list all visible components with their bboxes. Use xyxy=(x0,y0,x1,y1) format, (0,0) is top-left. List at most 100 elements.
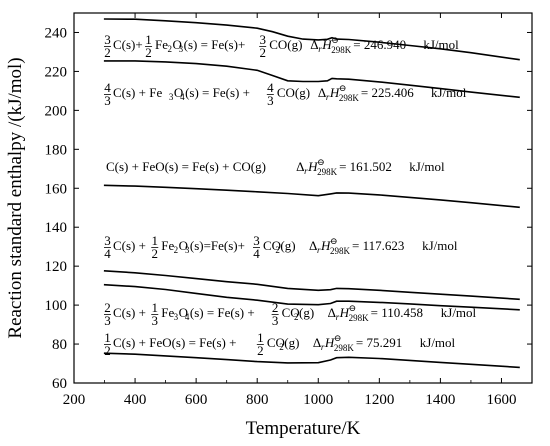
y-tick-label: 60 xyxy=(52,376,67,392)
product-text: CO(g) xyxy=(277,85,310,100)
svg-text:4: 4 xyxy=(104,80,111,95)
y-tick-label: 140 xyxy=(45,220,68,236)
standard-state-symbol: ⊖ xyxy=(334,333,342,343)
svg-text:1: 1 xyxy=(152,233,159,248)
unit-text: kJ/mol xyxy=(423,37,459,52)
coef-fraction: 12 xyxy=(151,233,159,261)
ticks-layer: 200 400 600 800 1000 1200 1400 1600608010012014… xyxy=(45,13,533,408)
svg-text:3: 3 xyxy=(104,93,111,108)
coef-fraction: 34 xyxy=(252,233,260,261)
y-axis-title: Reaction standard enthalpy /(kJ/mol) xyxy=(5,57,26,338)
enthalpy-symbol: H xyxy=(324,335,335,350)
subscript: r xyxy=(318,44,322,54)
subscript: 298K xyxy=(339,93,360,103)
product-text: (g) xyxy=(280,238,295,253)
standard-state-symbol: ⊖ xyxy=(317,157,325,167)
svg-text:3: 3 xyxy=(104,32,111,47)
enthalpy-symbol: H xyxy=(320,238,331,253)
series-line-5 xyxy=(103,283,520,311)
subscript: 2 xyxy=(294,312,299,322)
species-text: O xyxy=(174,85,183,100)
series-line-1 xyxy=(103,18,520,61)
unit-text: kJ/mol xyxy=(422,238,458,253)
reaction-text: C(s) + FeO(s) = Fe(s) + CO(g) xyxy=(106,159,266,174)
reaction-text: C(s) + FeO(s) = Fe(s) + xyxy=(113,335,236,350)
subscript: r xyxy=(321,342,325,352)
x-tick-label: 800 xyxy=(246,392,269,408)
enthalpy-value: = 117.623 xyxy=(352,238,404,253)
x-tick-label: 600 xyxy=(185,392,208,408)
coef-fraction: 34 xyxy=(104,233,111,261)
coef-fraction: 12 xyxy=(104,330,111,358)
enthalpy-value: = 246.940 xyxy=(353,37,406,52)
svg-text:2: 2 xyxy=(145,45,152,60)
svg-text:3: 3 xyxy=(267,93,274,108)
x-tick-label: 200 xyxy=(63,392,86,408)
svg-text:3: 3 xyxy=(253,233,260,248)
svg-text:4: 4 xyxy=(253,246,260,261)
y-tick-label: 240 xyxy=(45,25,68,41)
product-text: (g) xyxy=(299,305,314,320)
species-text: Fe xyxy=(155,37,168,52)
product-text: CO xyxy=(267,335,285,350)
svg-text:1: 1 xyxy=(152,300,159,315)
subscript: 2 xyxy=(167,44,172,54)
product-text: CO xyxy=(263,238,281,253)
standard-state-symbol: ⊖ xyxy=(339,83,347,93)
standard-state-symbol: ⊖ xyxy=(349,303,357,313)
delta-symbol: Δ xyxy=(328,305,336,320)
svg-text:2: 2 xyxy=(257,343,264,358)
series-line-4 xyxy=(103,270,520,301)
enthalpy-value: = 75.291 xyxy=(356,335,402,350)
svg-text:3: 3 xyxy=(104,313,111,328)
delta-symbol: Δ xyxy=(310,37,318,52)
delta-symbol: Δ xyxy=(296,159,304,174)
species-text: O xyxy=(172,37,181,52)
enthalpy-symbol: H xyxy=(339,305,350,320)
subscript: 2 xyxy=(279,342,284,352)
subscript: 298K xyxy=(330,246,351,256)
coef-fraction: 23 xyxy=(104,300,111,328)
svg-text:2: 2 xyxy=(259,45,266,60)
y-tick-label: 100 xyxy=(45,298,68,314)
svg-text:3: 3 xyxy=(259,32,266,47)
y-tick-label: 120 xyxy=(45,259,68,275)
subscript: 298K xyxy=(317,167,338,177)
svg-text:2: 2 xyxy=(104,343,111,358)
unit-text: kJ/mol xyxy=(420,335,456,350)
subscript: 298K xyxy=(349,313,370,323)
svg-text:1: 1 xyxy=(104,330,111,345)
subscript: 298K xyxy=(334,343,355,353)
y-tick-label: 180 xyxy=(45,142,68,158)
x-tick-label: 1200 xyxy=(364,392,394,408)
reaction-text: (s) = Fe(s)+ xyxy=(184,37,246,52)
subscript: 2 xyxy=(275,245,280,255)
enthalpy-value: = 110.458 xyxy=(371,305,423,320)
y-tick-label: 220 xyxy=(45,64,68,80)
subscript: r xyxy=(326,92,330,102)
subscript: r xyxy=(304,166,308,176)
svg-text:2: 2 xyxy=(104,300,111,315)
subscript: 4 xyxy=(185,312,190,322)
reaction-text: C(s)+ xyxy=(113,37,143,52)
subscript: 2 xyxy=(174,245,179,255)
delta-symbol: Δ xyxy=(318,85,326,100)
standard-state-symbol: ⊖ xyxy=(330,236,338,246)
plot-frame xyxy=(73,12,533,384)
reaction-text: C(s) + xyxy=(113,305,146,320)
reaction-text: (s) = Fe(s) + xyxy=(185,85,250,100)
series-line-2 xyxy=(103,60,520,99)
enthalpy-symbol: H xyxy=(329,85,340,100)
svg-text:4: 4 xyxy=(267,80,274,95)
y-tick-label: 160 xyxy=(45,181,68,197)
reaction-text: (s)=Fe(s)+ xyxy=(190,238,245,253)
series-line-3 xyxy=(103,184,520,209)
svg-text:2: 2 xyxy=(152,246,159,261)
svg-text:1: 1 xyxy=(145,32,152,47)
